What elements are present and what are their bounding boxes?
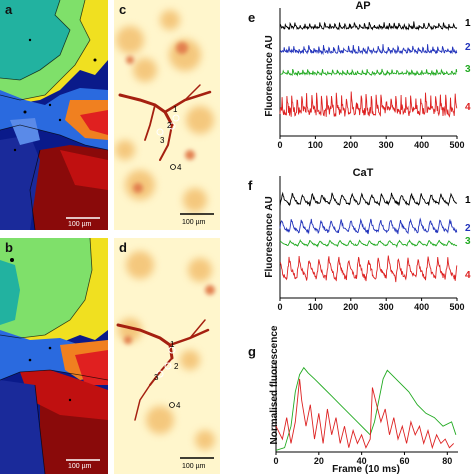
chart-g-series-green [275, 366, 457, 451]
chart-f-x-tick-label: 300 [379, 302, 394, 312]
chart-f-series-4 [279, 255, 458, 283]
chart-g-series-red [275, 378, 455, 450]
panel-d-marker-4: 4 [176, 401, 181, 410]
chart-g-ylabel: Normalised fluorescence [269, 325, 280, 444]
chart-e-x-tick-label: 200 [343, 140, 358, 150]
panel-f-label: f [248, 178, 253, 193]
chart-g-x-tick-label: 80 [442, 456, 452, 466]
chart-f: 0 100 200 300 400 500 1 2 3 4 [277, 176, 471, 312]
chart-e-series-label-3: 3 [465, 64, 471, 75]
panel-d-scale-label: 100 µm [182, 463, 206, 470]
chart-f-x-tick-label: 0 [277, 302, 282, 312]
chart-e-x-tick-label: 0 [277, 140, 282, 150]
chart-g: 0 20 40 60 80 [273, 360, 458, 466]
chart-e-series-3 [279, 68, 458, 77]
panel-a-scale-label: 100 µm [68, 221, 92, 228]
chart-e-series-2 [279, 44, 458, 56]
panel-d-site-4 [169, 402, 175, 408]
chart-f-series-label-4: 4 [465, 270, 471, 281]
panel-c-image [114, 0, 220, 230]
panel-c-scale-label: 100 µm [182, 219, 206, 226]
chart-f-x-tick-label: 400 [414, 302, 429, 312]
chart-e-title: AP [355, 0, 370, 12]
panel-b-scale-label: 100 µm [68, 463, 92, 470]
panel-d-image [114, 238, 220, 474]
chart-f-x-tick-label: 500 [449, 302, 464, 312]
chart-f-title: CaT [353, 167, 374, 179]
chart-f-series-1 [279, 191, 458, 207]
chart-g-xlabel: Frame (10 ms) [332, 464, 400, 474]
panel-c-marker-3: 3 [160, 136, 165, 145]
chart-e-x-tick-label: 100 [308, 140, 323, 150]
panel-a-map [0, 0, 108, 230]
chart-f-x-tick-label: 100 [308, 302, 323, 312]
chart-e-x-tick-label: 400 [414, 140, 429, 150]
chart-f-ylabel: Fluorescence AU [264, 196, 275, 277]
chart-e-ylabel: Fluorescence AU [264, 35, 275, 116]
chart-f-series-2 [279, 217, 458, 235]
chart-e-series-label-1: 1 [465, 18, 471, 29]
chart-e-x-tick-label: 500 [449, 140, 464, 150]
chart-e-series-label-4: 4 [465, 102, 471, 113]
chart-f-x-tick-label: 200 [343, 302, 358, 312]
chart-f-series-3 [279, 239, 458, 249]
chart-e-series-4 [279, 91, 458, 118]
chart-g-x-tick-label: 40 [357, 456, 367, 466]
panel-b-label: b [5, 240, 13, 255]
panel-d-marker-1: 1 [170, 340, 175, 349]
panel-g-label: g [248, 344, 256, 359]
panel-d-marker-3: 3 [154, 373, 159, 382]
chart-e: 0 100 200 300 400 500 1 2 3 4 [277, 8, 471, 150]
panel-a-label: a [5, 2, 13, 17]
panel-e-label: e [248, 10, 255, 25]
chart-g-x-tick-label: 0 [273, 456, 278, 466]
panel-c-site-4 [170, 164, 176, 170]
panel-c-marker-4: 4 [177, 163, 182, 172]
chart-e-x-tick-label: 300 [379, 140, 394, 150]
panel-d-label: d [119, 240, 127, 255]
chart-e-series-label-2: 2 [465, 42, 471, 53]
panel-c-marker-1: 1 [173, 105, 178, 114]
chart-f-series-label-1: 1 [465, 195, 471, 206]
chart-f-series-label-2: 2 [465, 223, 471, 234]
panel-d-marker-2: 2 [174, 362, 179, 371]
chart-e-series-1 [279, 21, 458, 31]
chart-f-series-label-3: 3 [465, 236, 471, 247]
panel-b-map [0, 238, 108, 474]
chart-g-x-tick-label: 20 [314, 456, 324, 466]
chart-g-x-tick-label: 60 [399, 456, 409, 466]
panel-c-label: c [119, 2, 126, 17]
panel-c-marker-2: 2 [167, 121, 172, 130]
